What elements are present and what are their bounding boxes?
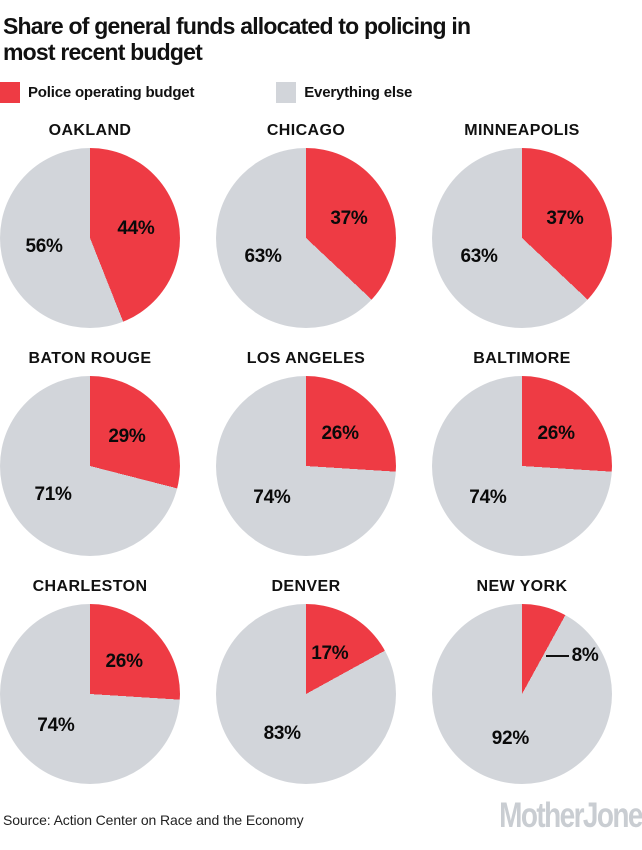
pie-city-title: CHICAGO xyxy=(266,122,346,139)
pie-cell: BALTIMORE 26% 74% xyxy=(432,346,612,556)
pie-cell: CHARLESTON 26% 74% xyxy=(0,574,180,784)
police-slice-label: 17% xyxy=(311,642,349,664)
pie-grid: OAKLAND 44% 56% CHICAGO 37% 63% MINNEAPO… xyxy=(0,118,642,784)
pie-chart: 8% 92% xyxy=(432,604,612,784)
pie-chart: 44% 56% xyxy=(0,148,180,328)
else-slice-label: 56% xyxy=(25,235,63,257)
else-slice-label: 63% xyxy=(244,245,282,267)
pie-city-title: MINNEAPOLIS xyxy=(464,122,580,139)
police-slice-label: 26% xyxy=(537,422,575,444)
pie-cell: LOS ANGELES 26% 74% xyxy=(216,346,396,556)
pie-cell: NEW YORK 8% 92% xyxy=(432,574,612,784)
else-slice-label: 71% xyxy=(34,483,72,505)
pie-city-title: NEW YORK xyxy=(476,578,568,595)
else-slice-label: 92% xyxy=(491,728,529,750)
pie-city-title: CHARLESTON xyxy=(32,578,148,595)
police-slice-label: 37% xyxy=(546,208,584,230)
else-slice-label: 83% xyxy=(263,723,301,745)
legend-item-else: Everything else xyxy=(276,82,412,103)
pie-chart: 37% 63% xyxy=(432,148,612,328)
police-slice-label: 37% xyxy=(330,208,368,230)
pie-city-title: BALTIMORE xyxy=(473,350,571,367)
pie-city-title: DENVER xyxy=(271,578,341,595)
else-slice-label: 63% xyxy=(460,245,498,267)
source-credit: Source: Action Center on Race and the Ec… xyxy=(3,812,304,828)
pie-cell: BATON ROUGE 29% 71% xyxy=(0,346,180,556)
pie-city-title: OAKLAND xyxy=(48,122,132,139)
page-title: Share of general funds allocated to poli… xyxy=(3,13,471,65)
pie-chart: 26% 74% xyxy=(0,604,180,784)
pie-chart: 26% 74% xyxy=(432,376,612,556)
mother-jones-logo: MotherJones xyxy=(499,796,642,835)
pie-cell: MINNEAPOLIS 37% 63% xyxy=(432,118,612,328)
police-slice-label: 26% xyxy=(321,422,359,444)
everything-else-swatch-icon xyxy=(276,82,297,103)
pie-chart: 37% 63% xyxy=(216,148,396,328)
police-slice-label: 44% xyxy=(117,218,155,240)
callout-leader-line xyxy=(546,655,569,657)
pie-city-title: BATON ROUGE xyxy=(28,350,152,367)
pie-cell: DENVER 17% 83% xyxy=(216,574,396,784)
pie-cell: CHICAGO 37% 63% xyxy=(216,118,396,328)
police-swatch-icon xyxy=(0,82,20,103)
police-slice-label: 29% xyxy=(108,426,146,448)
pie-chart: 29% 71% xyxy=(0,376,180,556)
police-slice-label: 8% xyxy=(571,645,599,666)
else-slice-label: 74% xyxy=(469,487,507,509)
else-slice-label: 74% xyxy=(37,715,75,737)
pie-chart: 17% 83% xyxy=(216,604,396,784)
legend-item-police: Police operating budget xyxy=(0,82,194,103)
else-slice-label: 74% xyxy=(253,487,291,509)
legend: Police operating budget Everything else xyxy=(0,82,412,103)
legend-label-else: Everything else xyxy=(304,84,413,101)
pie-city-title: LOS ANGELES xyxy=(246,350,366,367)
pie-cell: OAKLAND 44% 56% xyxy=(0,118,180,328)
legend-label-police: Police operating budget xyxy=(28,84,195,101)
police-slice-label: 26% xyxy=(105,650,143,672)
pie-chart: 26% 74% xyxy=(216,376,396,556)
